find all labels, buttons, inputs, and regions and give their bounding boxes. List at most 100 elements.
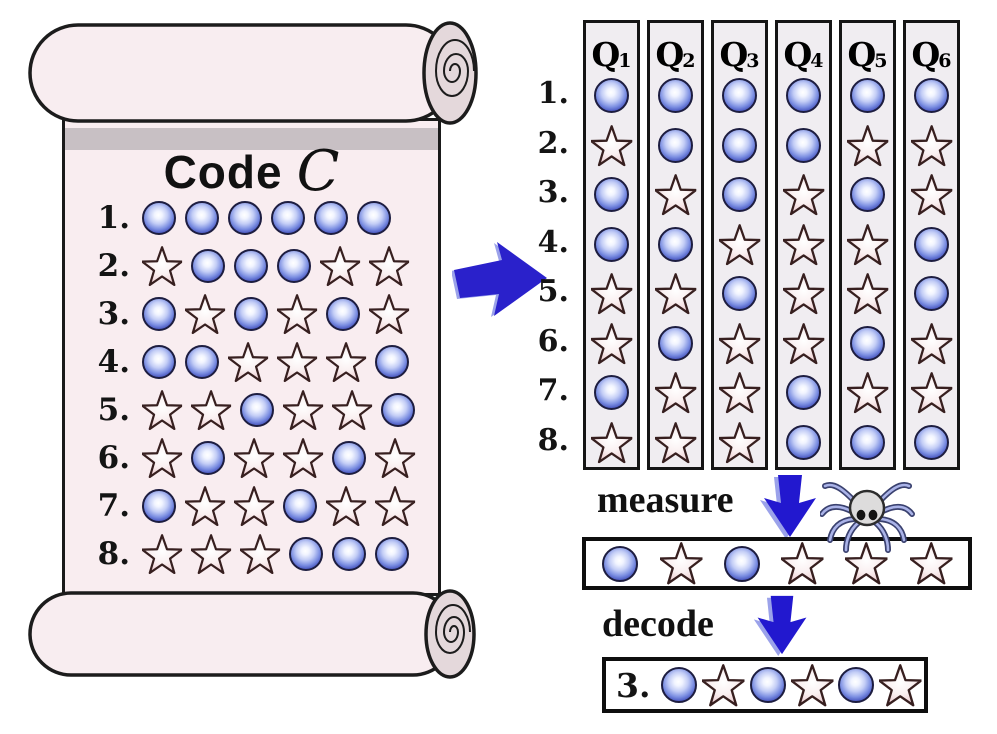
star-symbol <box>879 664 921 706</box>
strip-cell <box>778 368 829 418</box>
decode-arrow-icon <box>753 595 807 656</box>
star-symbol <box>277 294 317 334</box>
strip-cell <box>778 269 829 319</box>
strip-cell <box>714 319 765 369</box>
star-symbol <box>142 438 182 478</box>
circle-symbol <box>722 127 757 163</box>
star-symbol <box>191 534 231 574</box>
star-symbol <box>591 323 632 364</box>
measure-label: measure <box>597 479 734 521</box>
strip-cell <box>778 220 829 270</box>
strip-cell <box>586 269 637 319</box>
circle-symbol <box>594 78 629 114</box>
scroll-bottom-roll <box>28 589 476 679</box>
row-number: 1. <box>97 200 130 236</box>
strip-cell <box>906 418 957 468</box>
qubit-index: 5 <box>874 50 888 72</box>
qubit-index: 3 <box>746 50 760 72</box>
code-title-script-c: C <box>296 139 340 204</box>
row-number: 8. <box>97 536 130 572</box>
circle-symbol <box>658 127 693 163</box>
strip-label-spacer <box>527 23 575 69</box>
strip-cell <box>586 418 637 468</box>
strip-cell <box>650 121 701 171</box>
strip-row-number: 1. <box>537 76 569 112</box>
strip-row-number: 4. <box>537 224 569 260</box>
code-row: 5. <box>86 386 416 434</box>
circle-symbol <box>850 325 885 361</box>
qubit-index: 6 <box>938 50 952 72</box>
star-symbol <box>591 273 632 314</box>
strip-cell <box>586 170 637 220</box>
strip-cell <box>842 220 893 270</box>
circle-symbol <box>283 488 318 523</box>
star-symbol <box>911 174 952 215</box>
circle-symbol <box>850 424 885 460</box>
circle-symbol <box>722 276 757 312</box>
row-number: 3. <box>97 296 130 332</box>
scroll-shadow-band <box>65 128 438 150</box>
strip-cell <box>906 220 957 270</box>
strip-cell <box>650 368 701 418</box>
strip-cell <box>650 170 701 220</box>
decode-label: decode <box>602 603 714 645</box>
qubit-letter: Q <box>911 35 941 74</box>
circle-symbol <box>142 344 176 379</box>
star-symbol <box>332 390 372 430</box>
circle-symbol <box>191 440 226 475</box>
strip-cell <box>906 121 957 171</box>
strip-cell <box>714 418 765 468</box>
row-symbols <box>142 486 415 526</box>
star-symbol <box>591 422 632 463</box>
strip-row-number: 8. <box>537 422 569 458</box>
star-symbol <box>591 125 632 166</box>
star-symbol <box>655 174 696 215</box>
row-symbols <box>142 246 409 286</box>
star-symbol <box>783 224 824 265</box>
row-symbols <box>142 294 409 334</box>
circle-symbol <box>375 536 410 571</box>
strip-cell <box>586 71 637 121</box>
star-symbol <box>783 174 824 215</box>
qubit-index: 2 <box>682 50 696 72</box>
row-symbols <box>142 390 416 430</box>
strip-cell <box>906 319 957 369</box>
star-symbol <box>320 246 360 286</box>
strip-cell <box>842 121 893 171</box>
strip-cell <box>586 220 637 270</box>
circle-symbol <box>658 226 693 262</box>
strip-cell <box>714 71 765 121</box>
star-symbol <box>375 438 415 478</box>
strip-cell <box>650 71 701 121</box>
strip-cell <box>714 121 765 171</box>
star-symbol <box>228 342 268 382</box>
strip-cell <box>650 319 701 369</box>
star-symbol <box>240 534 280 574</box>
star-symbol <box>719 224 760 265</box>
star-symbol <box>655 372 696 413</box>
decoded-row-number: 3. <box>616 665 651 705</box>
star-symbol <box>911 323 952 364</box>
circle-symbol <box>142 296 176 331</box>
star-symbol <box>185 294 225 334</box>
star-symbol <box>911 125 952 166</box>
star-symbol <box>655 273 696 314</box>
strip-cell <box>650 220 701 270</box>
strip-row-number: 5. <box>537 274 569 310</box>
strip-cell <box>778 170 829 220</box>
strip-cell <box>842 170 893 220</box>
circle-symbol <box>658 325 693 361</box>
circle-symbol <box>332 440 367 475</box>
circle-symbol <box>357 201 391 235</box>
star-symbol <box>185 486 225 526</box>
